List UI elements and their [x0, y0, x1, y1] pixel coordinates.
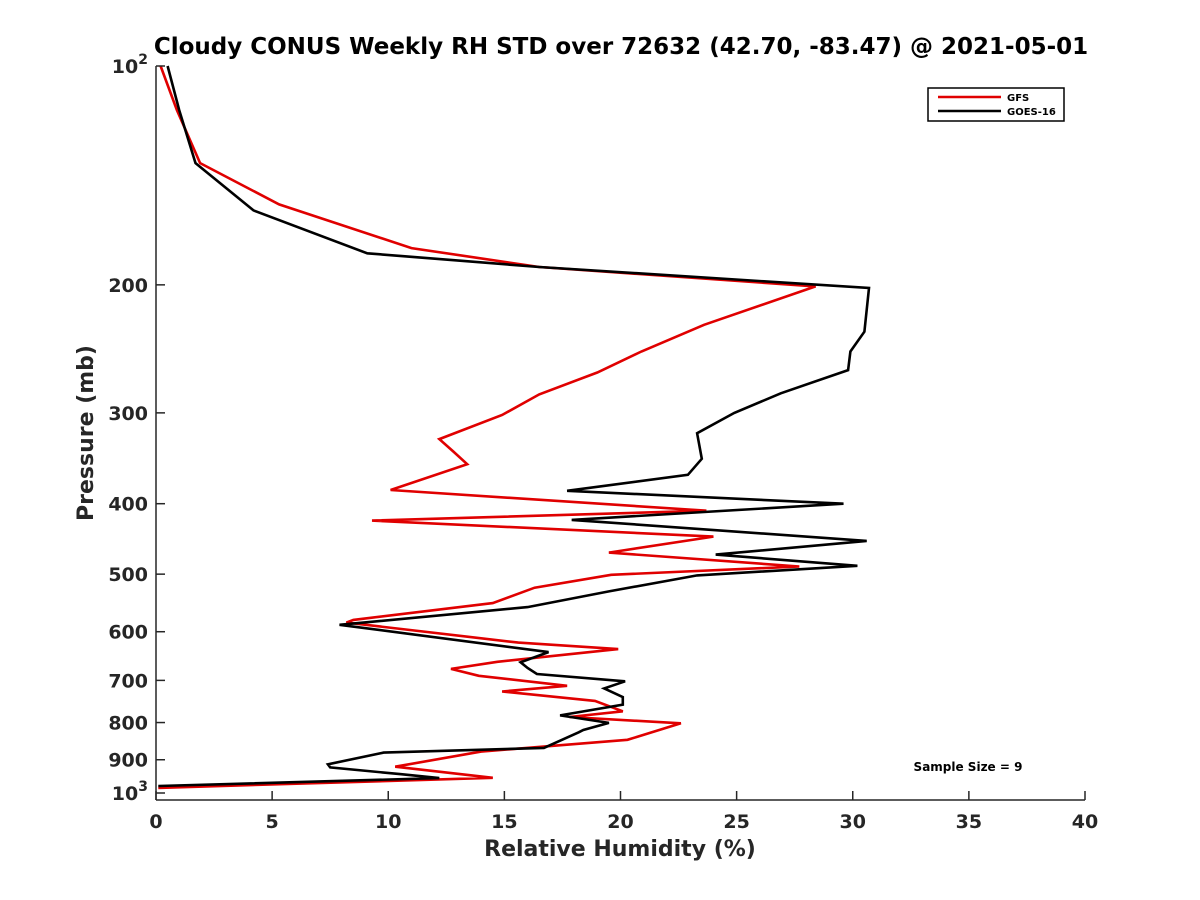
- x-tick-label: 5: [266, 811, 279, 833]
- y-tick-label: 200: [108, 275, 148, 297]
- x-tick-label: 40: [1072, 811, 1098, 833]
- y-axis-label: Pressure (mb): [74, 345, 99, 521]
- x-ticks: 0 5 10 15 20 25 30 35 40: [149, 791, 1098, 833]
- y-tick-label: 600: [108, 622, 148, 644]
- x-axis-label: Relative Humidity (%): [484, 837, 756, 862]
- x-tick-label: 25: [723, 811, 749, 833]
- x-tick-label: 20: [607, 811, 633, 833]
- x-tick-label: 35: [956, 811, 982, 833]
- x-tick-label: 30: [840, 811, 866, 833]
- x-tick-label: 0: [149, 811, 162, 833]
- y-tick-label: 800: [108, 713, 148, 735]
- x-tick-label: 15: [491, 811, 517, 833]
- series-layer: [158, 65, 871, 790]
- y-tick-label: 500: [108, 564, 148, 586]
- series-line-0: [158, 65, 817, 790]
- y-tick-label: 400: [108, 494, 148, 516]
- y-tick-label: 102: [112, 52, 148, 78]
- x-tick-label: 10: [375, 811, 401, 833]
- y-tick-label: 900: [108, 750, 148, 772]
- legend-box: [927, 87, 1065, 122]
- legend-label-0: GFS: [1007, 93, 1029, 104]
- y-tick-label: 700: [108, 670, 148, 692]
- legend: GFS GOES-16: [927, 87, 1065, 122]
- y-tick-label: 300: [108, 403, 148, 425]
- y-ticks: 102 200 300 400 500 600 700 800 900 103: [108, 52, 165, 805]
- legend-label-1: GOES-16: [1007, 107, 1056, 118]
- legend-entries: GFS GOES-16: [938, 93, 1056, 118]
- y-tick-label: 103: [112, 779, 148, 805]
- chart-title: Cloudy CONUS Weekly RH STD over 72632 (4…: [154, 34, 1088, 60]
- sample-size-note: Sample Size = 9: [914, 760, 1023, 774]
- series-line-1: [158, 65, 871, 788]
